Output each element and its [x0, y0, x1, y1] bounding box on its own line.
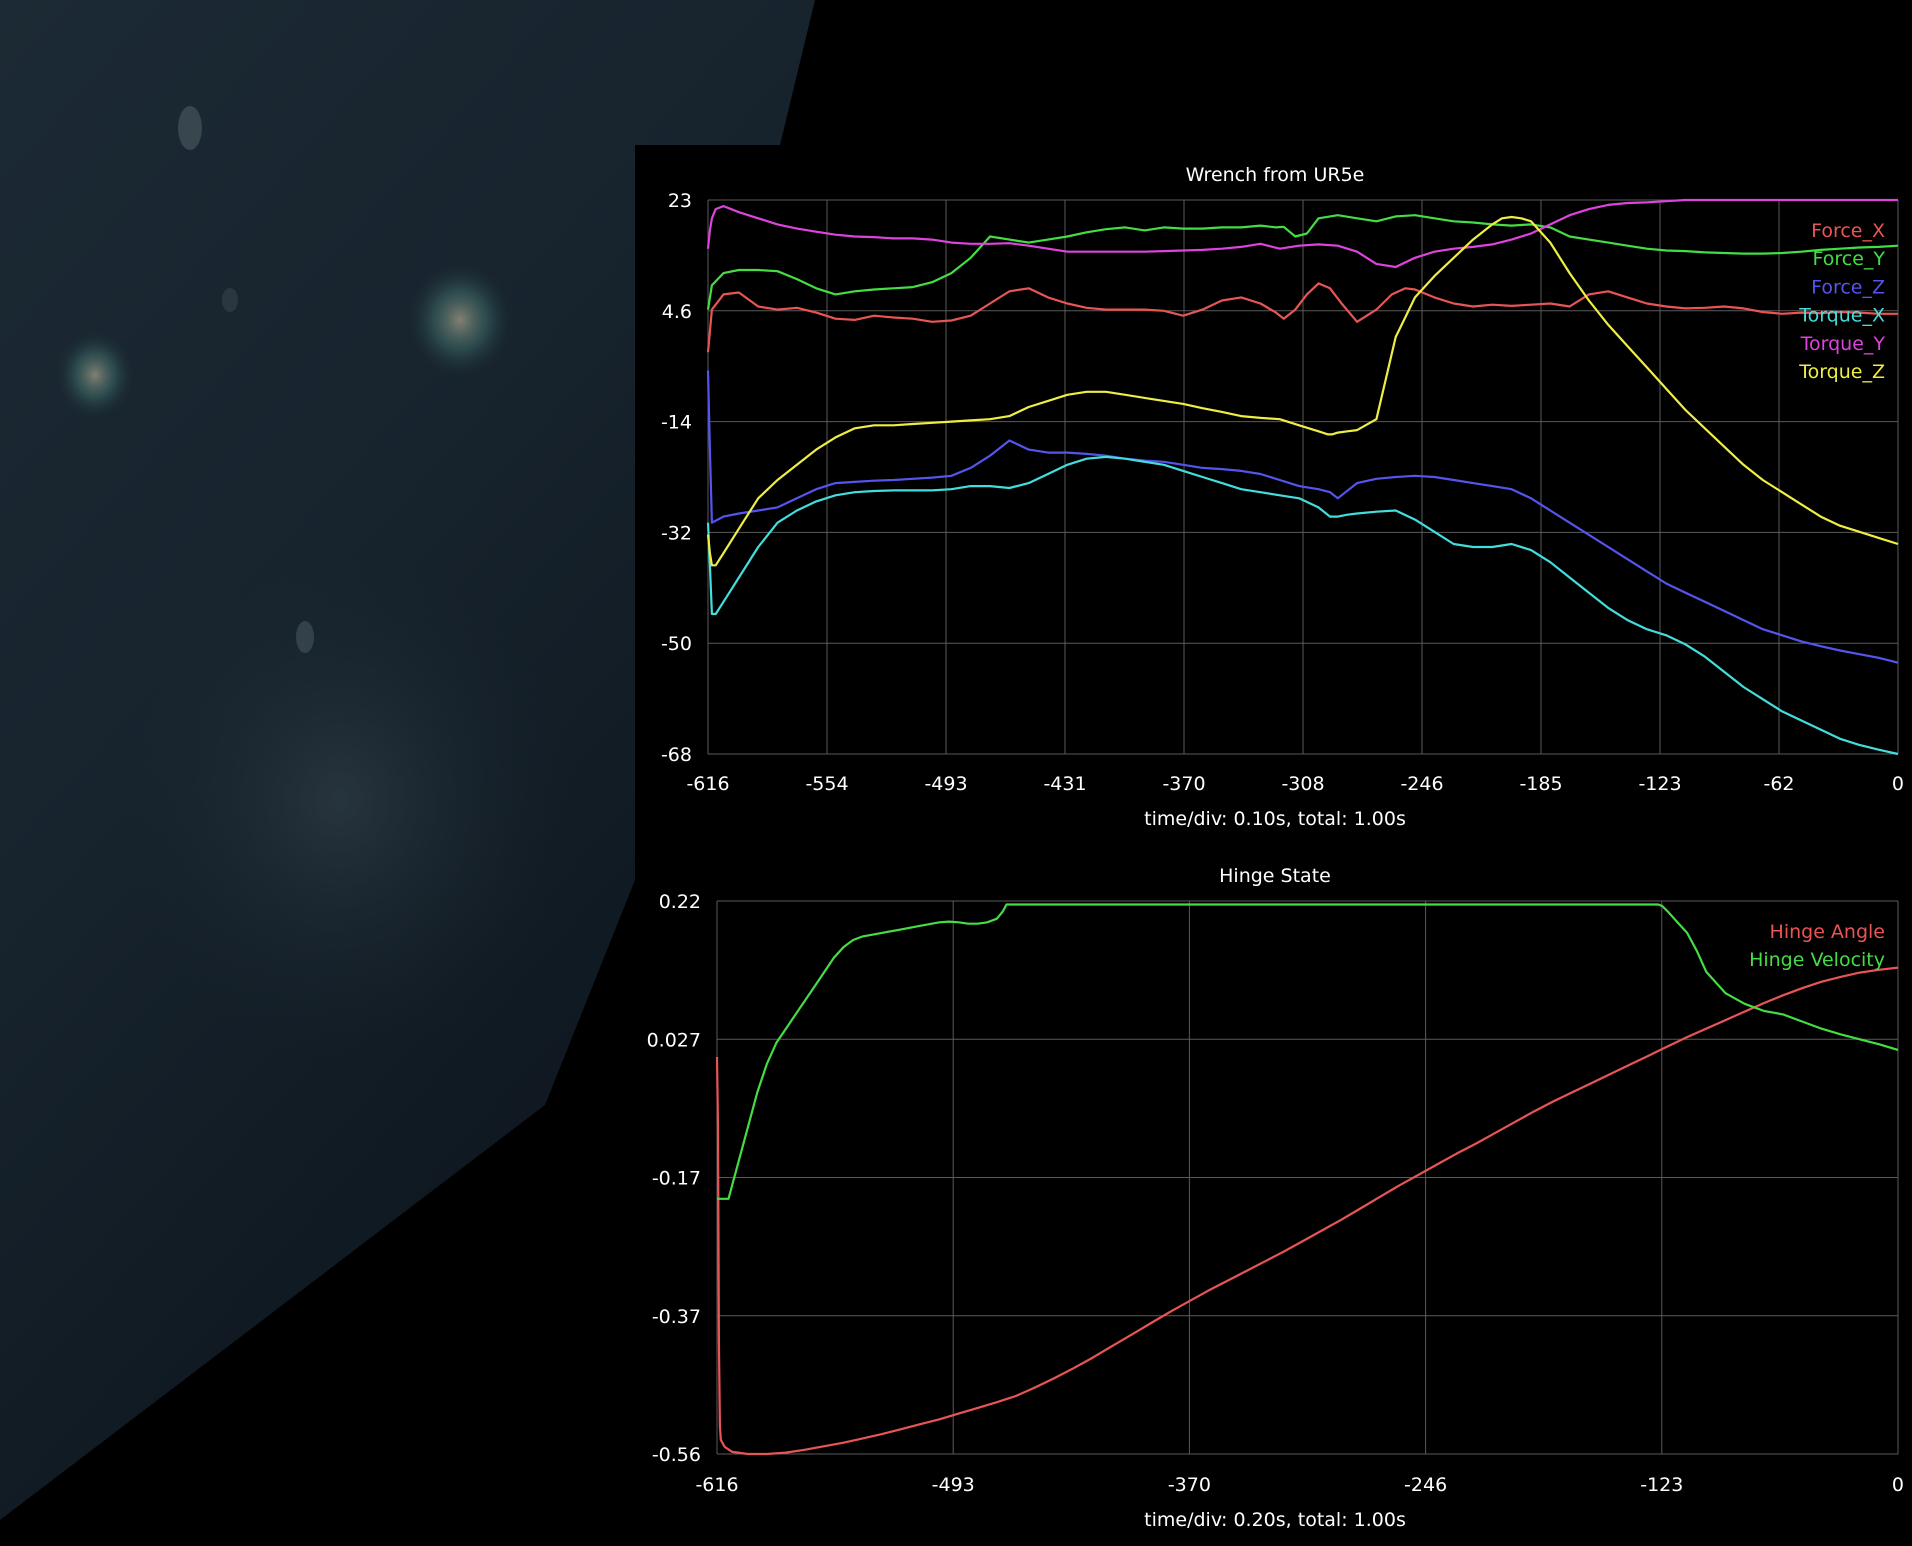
- y-tick-label: -32: [661, 522, 692, 544]
- y-tick-label: 0.027: [647, 1029, 701, 1051]
- legend-entry: Torque_X: [1798, 305, 1885, 327]
- x-tick-label: -370: [1162, 773, 1205, 795]
- y-tick-label: 4.6: [662, 301, 692, 323]
- y-tick-label: -0.37: [652, 1306, 701, 1328]
- series-line-force-x: [706, 282, 1898, 353]
- x-tick-label: -493: [932, 1474, 975, 1496]
- x-tick-label: -308: [1281, 773, 1324, 795]
- x-tick-label: -123: [1638, 773, 1681, 795]
- hinge-plot-title: Hinge State: [1219, 865, 1331, 887]
- series-line-torque-x: [706, 455, 1899, 756]
- x-tick-label: -123: [1640, 1474, 1683, 1496]
- series-line-torque-z: [706, 215, 1899, 567]
- x-tick-label: -62: [1763, 773, 1794, 795]
- x-tick-label: -493: [924, 773, 967, 795]
- legend-entry: Force_Z: [1811, 276, 1885, 298]
- x-tick-label: -370: [1168, 1474, 1211, 1496]
- legend-entry: Force_X: [1811, 220, 1885, 242]
- y-tick-label: 23: [668, 190, 692, 212]
- legend-entry: Force_Y: [1812, 248, 1885, 270]
- x-tick-label: -185: [1519, 773, 1562, 795]
- legend-entry: Torque_Z: [1798, 361, 1885, 383]
- legend-entry: Torque_Y: [1800, 333, 1886, 355]
- x-tick-label: -616: [686, 773, 729, 795]
- x-tick-label: -616: [695, 1474, 738, 1496]
- y-tick-label: 0.22: [659, 891, 701, 913]
- y-tick-label: -68: [661, 744, 692, 766]
- legend-entry: Hinge Velocity: [1749, 949, 1885, 971]
- x-tick-label: 0: [1892, 773, 1904, 795]
- hinge-plot-footer: time/div: 0.20s, total: 1.00s: [1144, 1509, 1406, 1531]
- x-tick-label: 0: [1892, 1474, 1904, 1496]
- x-tick-label: -431: [1043, 773, 1086, 795]
- y-tick-label: -14: [661, 412, 692, 434]
- legend-entry: Hinge Angle: [1770, 921, 1885, 943]
- series-line-torque-y: [706, 198, 1898, 269]
- wrench-plot-footer: time/div: 0.10s, total: 1.00s: [1144, 808, 1406, 830]
- series-line-hinge-velocity: [717, 903, 1899, 1200]
- wrench-plot: Wrench from UR5e -616 -554 -493 -431 -370 -30…: [661, 164, 1904, 830]
- hinge-plot: Hinge State -616 -493 -370 -246 -123 0 0.22 0.0…: [647, 865, 1904, 1531]
- series-line-force-z: [706, 370, 1899, 664]
- y-tick-label: -0.56: [652, 1444, 701, 1466]
- x-tick-label: -246: [1400, 773, 1443, 795]
- x-tick-label: -554: [805, 773, 848, 795]
- series-line-hinge-angle: [715, 966, 1899, 1456]
- x-tick-label: -246: [1404, 1474, 1447, 1496]
- y-tick-label: -50: [661, 633, 692, 655]
- wrench-plot-title: Wrench from UR5e: [1186, 164, 1365, 186]
- y-tick-label: -0.17: [652, 1168, 701, 1190]
- series-line-force-y: [706, 214, 1899, 310]
